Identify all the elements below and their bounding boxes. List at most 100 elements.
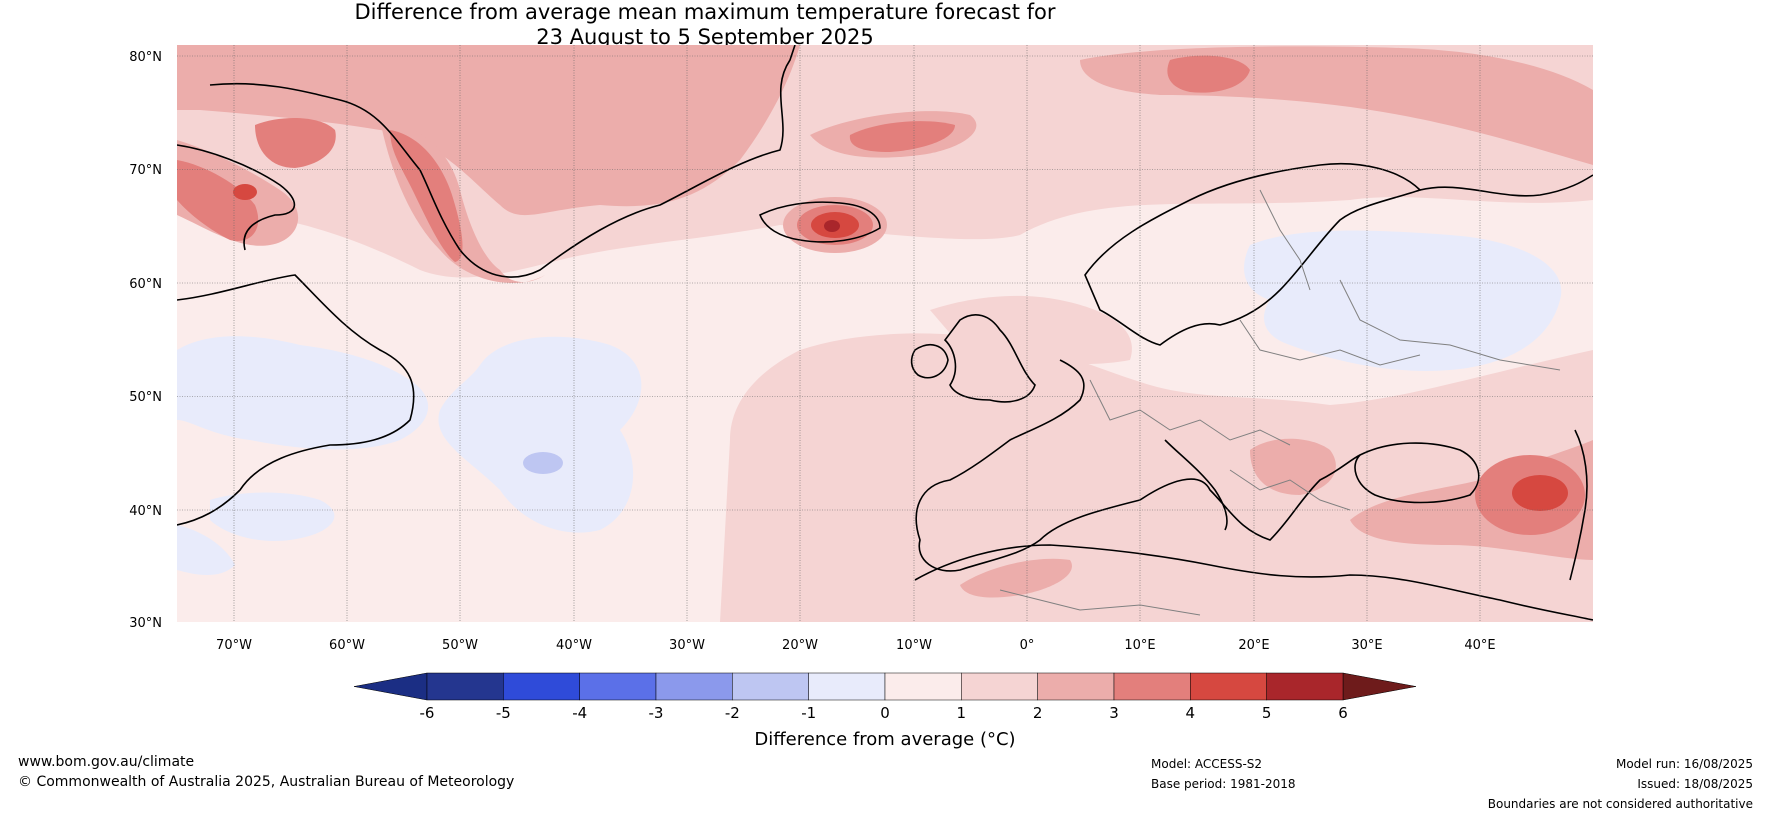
colorbar: -6 -5 -4 -3 -2 -1 0 1 2 3 4 5 6 <box>353 672 1417 722</box>
coast-baffin <box>177 144 296 251</box>
anomaly-cool-mid-atlantic <box>438 336 642 533</box>
colorbar-segment <box>503 672 580 701</box>
coast-north-africa <box>914 544 1593 621</box>
footer-issued: Issued: 18/08/2025 <box>1637 777 1753 791</box>
lon-label-20w: 20°W <box>782 638 818 653</box>
coast-greenland <box>209 45 796 278</box>
colorbar-segment <box>884 672 962 701</box>
gridlines <box>177 45 1593 622</box>
lat-label-40n: 40°N <box>129 504 162 519</box>
coast-labrador <box>177 274 415 526</box>
coast-russia-arctic <box>1419 174 1593 197</box>
anomaly-norwegian-sea-hot <box>849 121 955 152</box>
latitude-labels: 80°N 70°N 60°N 50°N 40°N 30°N <box>129 50 162 631</box>
longitude-labels: 70°W 60°W 50°W 40°W 30°W 20°W 10°W 0° 10… <box>216 638 1496 653</box>
colorbar-segment <box>1113 672 1191 701</box>
lon-label-20e: 20°E <box>1238 638 1269 653</box>
colorbar-tick: 1 <box>957 704 967 722</box>
lon-label-0: 0° <box>1020 638 1035 653</box>
lat-label-80n: 80°N <box>129 50 162 65</box>
lon-label-60w: 60°W <box>329 638 365 653</box>
colorbar-tick: -4 <box>572 704 587 722</box>
colorbar-segment <box>732 672 809 701</box>
anomaly-baffin-very-hot <box>233 184 257 200</box>
colorbar-tick: -5 <box>496 704 511 722</box>
anomaly-greenland-coast-hot <box>390 130 463 262</box>
colorbar-under-arrow <box>353 672 428 701</box>
footer-website: www.bom.gov.au/climate <box>18 754 195 770</box>
footer-base-period: Base period: 1981-2018 <box>1151 777 1296 791</box>
colorbar-tick: 3 <box>1109 704 1119 722</box>
colorbar-over-arrow <box>1342 672 1417 701</box>
border-balkans <box>1229 469 1351 511</box>
colorbar-segment <box>1190 672 1267 701</box>
coast-black-sea <box>1354 442 1480 504</box>
border-nordic <box>1259 189 1311 291</box>
anomaly-cool-gulf <box>177 525 235 575</box>
anomaly-band-iberia-africa <box>720 333 1593 622</box>
anomaly-cool-labrador-sea <box>210 492 335 541</box>
colorbar-tick: 4 <box>1186 704 1196 722</box>
coast-ireland <box>910 344 949 379</box>
colorbar-segment <box>579 672 657 701</box>
colorbar-tick: 0 <box>880 704 890 722</box>
coast-britain <box>943 314 1036 403</box>
colorbar-tick: -6 <box>420 704 435 722</box>
anomaly-baffin-hot <box>177 160 259 241</box>
anomaly-sahara-warm <box>960 558 1072 598</box>
colorbar-title: Difference from average (°C) <box>754 729 1016 750</box>
anomaly-greenland-sea-warm <box>177 45 800 216</box>
anomaly-balkans-warm <box>1250 438 1336 495</box>
colorbar-tick: -1 <box>801 704 816 722</box>
title-line-1: Difference from average mean maximum tem… <box>354 0 1056 24</box>
border-central-europe <box>1089 379 1291 446</box>
anomaly-cool-western-atlantic <box>177 336 429 450</box>
border-north-africa <box>999 589 1201 616</box>
anomaly-cool-scandinavia-russia <box>1244 230 1562 371</box>
lat-label-60n: 60°N <box>129 277 162 292</box>
anomaly-field <box>177 45 1593 622</box>
chart-title: Difference from average mean maximum tem… <box>0 0 1410 50</box>
anomaly-band-europe-north <box>930 295 1132 365</box>
colorbar-tick: 5 <box>1262 704 1272 722</box>
anomaly-caucasus-very-hot <box>1512 475 1568 511</box>
colorbar-segment <box>1266 672 1344 701</box>
lon-label-40w: 40°W <box>556 638 592 653</box>
colorbar-segment <box>808 672 886 701</box>
colorbar-tick: 2 <box>1033 704 1043 722</box>
colorbar-segment <box>426 672 504 701</box>
lon-label-10e: 10°E <box>1124 638 1155 653</box>
footer-copyright: © Commonwealth of Australia 2025, Austra… <box>18 774 515 790</box>
footer-disclaimer: Boundaries are not considered authoritat… <box>1487 797 1753 811</box>
anomaly-cool-spot <box>523 452 563 474</box>
coast-scandinavia <box>1084 162 1422 346</box>
lat-label-30n: 30°N <box>129 616 162 631</box>
colorbar-tick: 6 <box>1338 704 1348 722</box>
country-borders <box>999 189 1561 616</box>
lon-label-40e: 40°E <box>1464 638 1495 653</box>
anomaly-svalbard-hot <box>1167 55 1250 93</box>
lon-label-50w: 50°W <box>442 638 478 653</box>
border-eastern-europe <box>1239 319 1421 366</box>
coastlines <box>177 45 1593 621</box>
colorbar-tick: -2 <box>725 704 740 722</box>
colorbar-tick: -3 <box>649 704 664 722</box>
colorbar-segment <box>655 672 733 701</box>
anomaly-greenland-inland-hot <box>255 118 336 168</box>
lat-label-70n: 70°N <box>129 163 162 178</box>
colorbar-segments <box>426 672 1344 701</box>
colorbar-segment <box>1037 672 1115 701</box>
lon-label-30e: 30°E <box>1351 638 1382 653</box>
lon-label-30w: 30°W <box>669 638 705 653</box>
border-western-russia <box>1339 279 1561 371</box>
colorbar-segment <box>961 672 1038 701</box>
lat-label-50n: 50°N <box>129 390 162 405</box>
colorbar-tick-labels: -6 -5 -4 -3 -2 -1 0 1 2 3 4 5 6 <box>420 704 1348 722</box>
lon-label-70w: 70°W <box>216 638 252 653</box>
footer-model: Model: ACCESS-S2 <box>1151 757 1263 771</box>
anomaly-iceland-peak <box>824 220 840 232</box>
lon-label-10w: 10°W <box>896 638 932 653</box>
coast-iceland <box>758 201 881 243</box>
footer-model-run: Model run: 16/08/2025 <box>1615 757 1753 771</box>
